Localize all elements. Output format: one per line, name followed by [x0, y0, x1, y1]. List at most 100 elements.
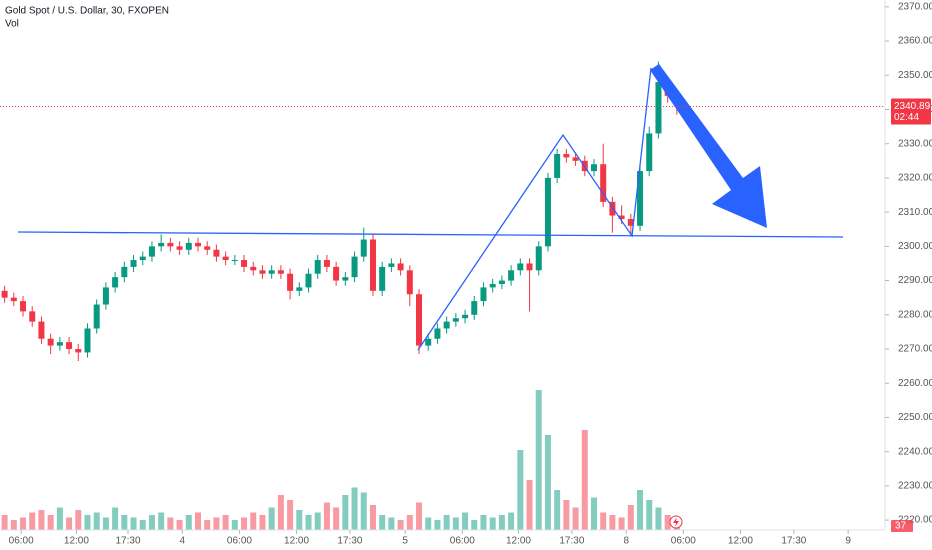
y-tick-label: 2330.00: [898, 138, 932, 149]
last-price-box: [891, 98, 931, 125]
volume-bar: [250, 512, 257, 530]
volume-layer: [1, 390, 680, 530]
volume-box: [891, 520, 913, 532]
y-tick-label: 2320.00: [898, 173, 932, 184]
volume-bar: [102, 517, 109, 530]
y-tick-label: 2250.00: [898, 412, 932, 423]
volume-bar: [47, 515, 54, 530]
volume-bar: [323, 502, 330, 530]
support-line: [17, 231, 844, 238]
x-tick-label: 12:00: [64, 536, 89, 547]
volume-bar: [535, 390, 542, 530]
candle-body: [1, 290, 8, 298]
candle-body: [130, 260, 137, 267]
volume-bar: [664, 515, 671, 530]
candle-body: [222, 256, 229, 261]
volume-bar: [222, 515, 229, 530]
candle-body: [176, 246, 183, 250]
volume-bar: [84, 515, 91, 530]
volume-bar: [600, 512, 607, 530]
volume-bar: [194, 512, 201, 530]
candle-body: [563, 153, 570, 158]
y-tick-label: 2370.00: [898, 1, 932, 12]
candle-body: [590, 164, 597, 172]
volume-bar: [231, 520, 238, 530]
y-tick-label: 2230.00: [898, 481, 932, 492]
candle-body: [56, 342, 63, 346]
candle-body: [158, 242, 165, 247]
lightning-icon: [669, 515, 683, 529]
candle-body: [250, 266, 257, 271]
volume-bar: [56, 507, 63, 530]
volume-bar: [287, 500, 294, 530]
volume-bar: [489, 517, 496, 530]
candle-body: [517, 263, 524, 271]
candle-body: [554, 153, 561, 178]
y-tick-label: 2220.00: [898, 515, 932, 526]
y-tick-label: 2300.00: [898, 241, 932, 252]
candle-body: [646, 133, 653, 172]
x-tick-label: 5: [402, 536, 408, 547]
candle-body: [397, 263, 404, 271]
volume-bar: [121, 515, 128, 530]
y-tick-label: 2240.00: [898, 446, 932, 457]
candle-body: [93, 304, 100, 329]
x-tick-label: 12:00: [284, 536, 309, 547]
candle-body: [379, 266, 386, 291]
volume-bar: [130, 517, 137, 530]
volume-bar: [305, 515, 312, 530]
countdown: 02:44: [894, 112, 919, 123]
volume-bar: [462, 512, 469, 530]
volume-bar: [554, 490, 561, 530]
volume-bar: [590, 497, 597, 530]
pattern-line: [417, 67, 652, 351]
x-tick-label: 17:30: [337, 536, 362, 547]
volume-bar: [517, 450, 524, 530]
candle-body: [452, 318, 459, 322]
y-tick-label: 2290.00: [898, 275, 932, 286]
candle-body: [360, 239, 367, 257]
volume-bar: [148, 515, 155, 530]
volume-bar: [277, 495, 284, 530]
candle-body: [287, 273, 294, 291]
volume-bar: [342, 495, 349, 530]
volume-bar: [544, 435, 551, 530]
candle-body: [167, 242, 174, 247]
candle-body: [314, 260, 321, 274]
volume-bar: [167, 517, 174, 530]
volume-bar: [10, 520, 17, 530]
candle-body: [498, 280, 505, 284]
drawings: [17, 67, 844, 351]
volume-bar: [397, 520, 404, 530]
volume-label: Vol: [5, 19, 19, 30]
candle-body: [544, 177, 551, 247]
candle-body: [618, 215, 625, 219]
volume-bar: [20, 517, 27, 530]
volume-value: 37: [895, 521, 907, 532]
candle-body: [213, 249, 220, 257]
candle-body: [10, 297, 17, 302]
y-tick-label: 2270.00: [898, 344, 932, 355]
volume-bar: [268, 507, 275, 530]
y-tick-label: 2260.00: [898, 378, 932, 389]
volume-bar: [29, 512, 36, 530]
x-tick-label: 06:00: [227, 536, 252, 547]
candle-body: [627, 218, 634, 226]
candle-body: [609, 201, 616, 216]
candle-body: [572, 157, 579, 161]
candle-body: [259, 270, 266, 274]
volume-bar: [176, 520, 183, 530]
volume-bar: [66, 517, 73, 530]
volume-bar: [627, 505, 634, 530]
candle-body: [66, 342, 73, 349]
x-tick-label: 17:30: [781, 536, 806, 547]
volume-bar: [379, 515, 386, 530]
y-tick-label: 2280.00: [898, 309, 932, 320]
candle-body: [443, 321, 450, 329]
candle-body: [600, 164, 607, 202]
volume-bar: [204, 520, 211, 530]
candle-body: [102, 287, 109, 305]
candle-body: [333, 266, 340, 281]
